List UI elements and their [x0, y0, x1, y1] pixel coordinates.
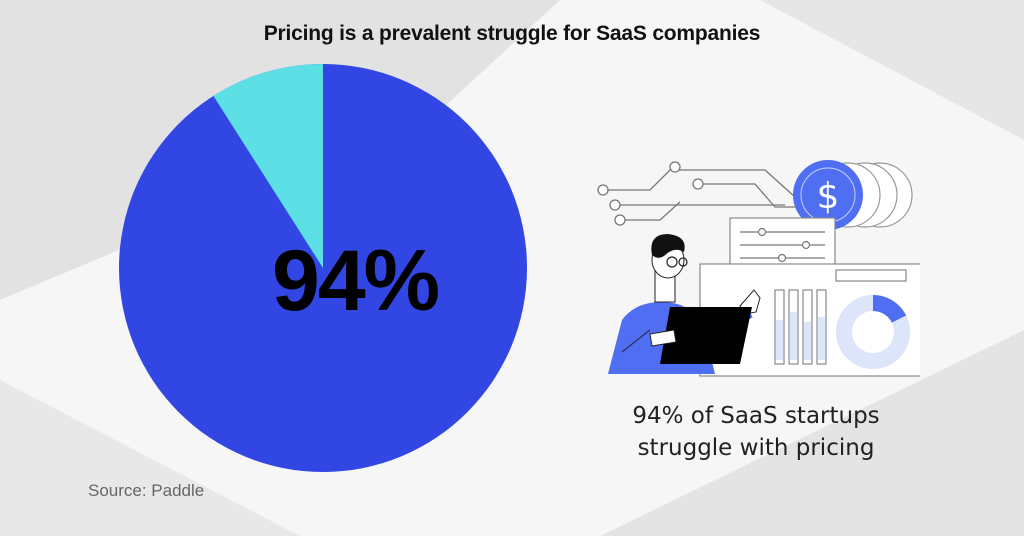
caption-line-1: 94% of SaaS startups	[632, 403, 880, 429]
caption-line-2: struggle with pricing	[637, 435, 875, 461]
pie-center-label: 94%	[272, 233, 440, 329]
source-note: Source: Paddle	[88, 481, 205, 500]
pricing-illustration: $	[597, 160, 920, 377]
pie-chart	[119, 63, 527, 472]
pie-slice-no-struggle	[213, 63, 323, 269]
chart-title: Pricing is a prevalent struggle for SaaS…	[263, 22, 761, 45]
circuit-lines-icon	[597, 161, 805, 226]
caption-text: 94% of SaaS startups struggle with prici…	[596, 400, 916, 464]
dollar-coin-icon: $	[793, 160, 913, 230]
person-with-tablet-icon	[608, 234, 761, 374]
svg-text:$: $	[817, 176, 840, 217]
